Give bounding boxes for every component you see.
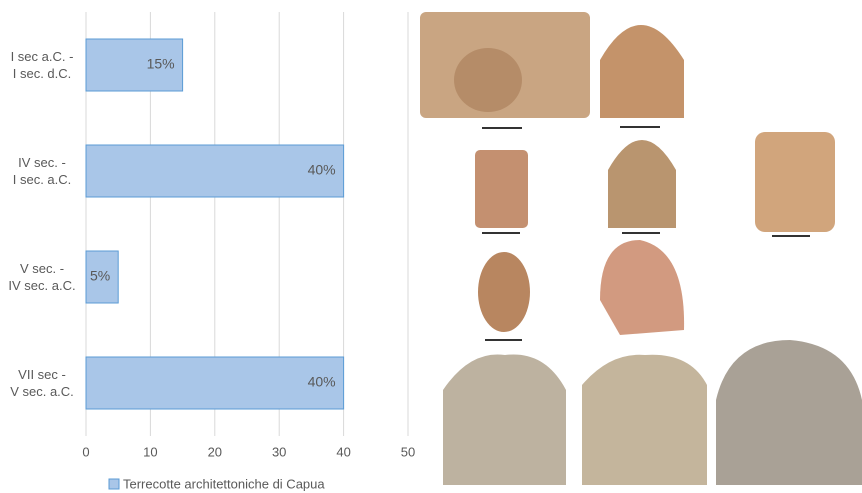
value-label: 5% bbox=[90, 268, 110, 284]
terracotta-photo bbox=[582, 355, 707, 485]
terracotta-photo bbox=[443, 354, 566, 485]
terracotta-photo bbox=[600, 25, 684, 118]
terracotta-photo bbox=[716, 340, 862, 485]
value-label: 40% bbox=[308, 162, 336, 178]
bar bbox=[86, 145, 344, 197]
terracotta-photo bbox=[454, 48, 522, 112]
terracotta-photo bbox=[608, 140, 676, 228]
x-tick-label: 30 bbox=[272, 444, 286, 459]
legend-swatch bbox=[109, 479, 119, 489]
bar bbox=[86, 357, 344, 409]
value-label: 40% bbox=[308, 374, 336, 390]
x-tick-label: 20 bbox=[208, 444, 222, 459]
chart: 0 10 20 30 40 50 15% 40% 5% 40% Terrecotte archite… bbox=[0, 0, 862, 493]
value-label: 15% bbox=[147, 56, 175, 72]
x-tick-label: 10 bbox=[143, 444, 157, 459]
terracotta-photo bbox=[478, 252, 530, 332]
x-tick-label: 40 bbox=[336, 444, 350, 459]
terracotta-photo bbox=[755, 132, 835, 232]
legend-label: Terrecotte architettoniche di Capua bbox=[123, 476, 325, 491]
terracotta-photo bbox=[600, 240, 684, 335]
page: 0 10 20 30 40 50 15% 40% 5% 40% Terrecotte archite… bbox=[0, 0, 862, 493]
x-tick-label: 0 bbox=[82, 444, 89, 459]
y-tick-label: VII sec - V sec. a.C. bbox=[2, 366, 82, 400]
x-tick-label: 50 bbox=[401, 444, 415, 459]
photos bbox=[420, 12, 862, 485]
terracotta-photo bbox=[475, 150, 528, 228]
y-tick-label: V sec. - IV sec. a.C. bbox=[2, 260, 82, 294]
y-tick-label: I sec a.C. - I sec. d.C. bbox=[2, 48, 82, 82]
y-tick-label: IV sec. - I sec. a.C. bbox=[2, 154, 82, 188]
